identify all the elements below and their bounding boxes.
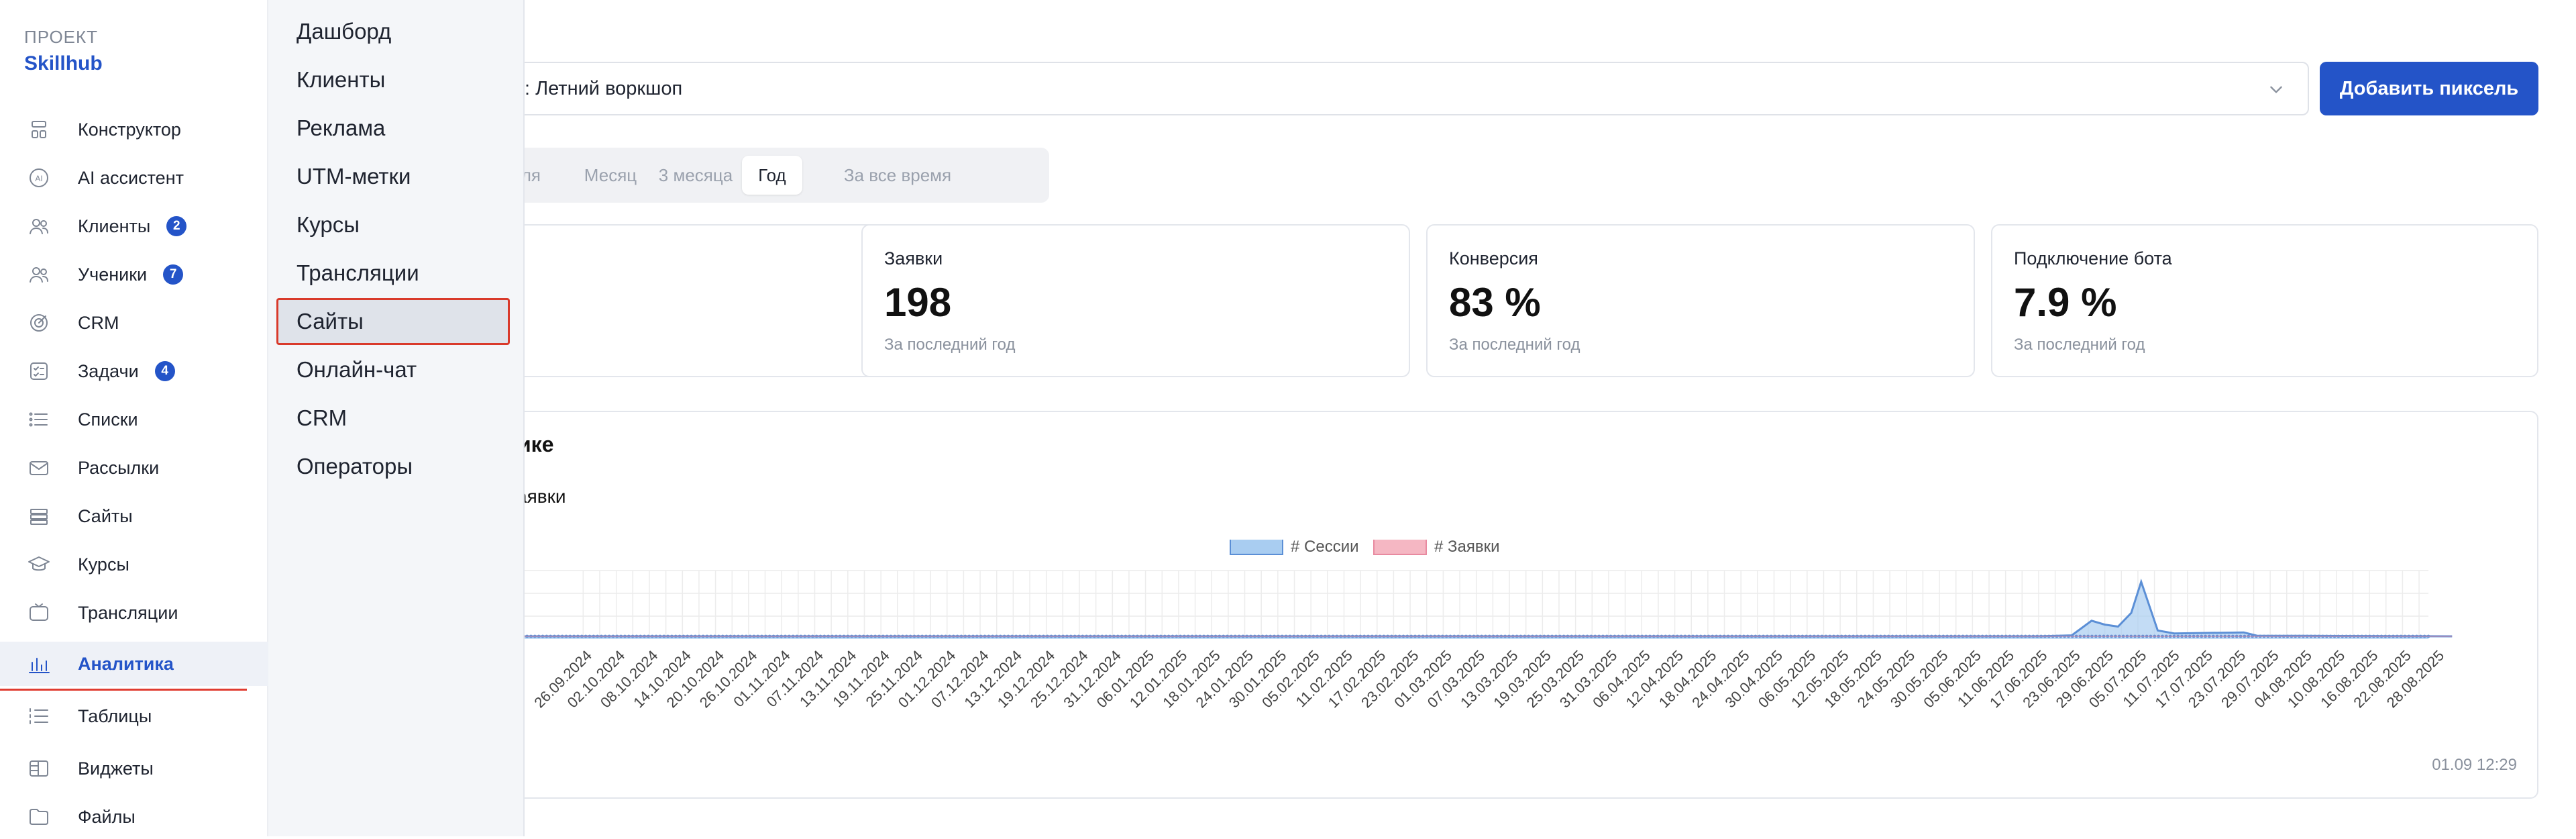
- submenu-item[interactable]: Дашборд: [297, 19, 392, 44]
- legend-label: # Сессии: [1291, 540, 1359, 556]
- sidebar-item-label: CRM: [78, 312, 119, 333]
- stat-card-value: 198: [884, 280, 952, 325]
- stat-card-value: 83 %: [1449, 280, 1541, 325]
- legend-swatch: [1230, 540, 1283, 555]
- sidebar-item-label: Сайты: [78, 505, 133, 526]
- count-badge: 4: [154, 361, 175, 381]
- active-item-underline: [0, 689, 247, 691]
- period-option[interactable]: Месяц: [584, 165, 637, 185]
- widgets-icon: [27, 756, 51, 781]
- sessions-area: [472, 581, 2453, 639]
- legend-swatch: [1373, 540, 1427, 555]
- chart-timestamp: 01.09 12:29: [2432, 756, 2517, 774]
- sidebar-item-label: Конструктор: [78, 119, 181, 140]
- analytics-icon: [27, 652, 51, 676]
- sidebar-item-label: Рассылки: [78, 457, 160, 478]
- chart-card: фике аявки # Сессии # Заявки 26.09.2024 02.…: [471, 411, 2538, 799]
- submenu-item[interactable]: Онлайн-чат: [297, 357, 417, 382]
- sidebar-item-label: Клиенты: [78, 215, 151, 236]
- sessions-chart: # Сессии # Заявки26.09.202402.10.202408.1…: [472, 540, 2453, 711]
- sites-icon: [27, 504, 51, 528]
- sidebar-item-constructor[interactable]: Конструктор: [0, 107, 268, 152]
- sidebar-item-sites[interactable]: Сайты: [0, 494, 268, 538]
- list-icon: [27, 407, 51, 432]
- add-pixel-button[interactable]: Добавить пиксель: [2320, 62, 2538, 115]
- stat-card-title: Подключение бота: [2014, 248, 2172, 268]
- sidebar-item-widgets[interactable]: Виджеты: [0, 746, 268, 791]
- sidebar-item-label: Списки: [78, 409, 138, 430]
- project-name[interactable]: Skillhub: [24, 52, 103, 75]
- submenu-item[interactable]: Курсы: [297, 212, 360, 237]
- submenu-item[interactable]: Сайты: [276, 298, 510, 345]
- project-label: ПРОЕКТ: [24, 27, 99, 47]
- sidebar-item-students[interactable]: Ученики 7: [0, 252, 268, 297]
- sidebar-item-users[interactable]: Клиенты 2: [0, 204, 268, 248]
- sidebar-item-label: Ученики: [78, 264, 148, 285]
- ai-icon: AI: [27, 166, 51, 190]
- sidebar-item-tables[interactable]: Таблицы: [0, 694, 268, 738]
- sidebar-item-label: Таблицы: [78, 705, 152, 726]
- svg-text:AI: AI: [35, 174, 42, 183]
- sidebar-item-crm[interactable]: CRM: [0, 301, 268, 345]
- period-option[interactable]: За все время: [843, 165, 952, 185]
- submenu-item[interactable]: Операторы: [297, 454, 413, 479]
- tables-icon: [27, 704, 51, 728]
- analytics-submenu: Дашборд Клиенты Реклама UTM-метки Курсы Транс…: [268, 0, 525, 836]
- stat-card-title: Конверсия: [1449, 248, 1538, 268]
- main-content: : Летний воркшоп Добавить пиксель деляМе…: [471, 0, 2576, 836]
- stat-card-sub: За последний год: [2014, 336, 2145, 354]
- sidebar-item-broadcast[interactable]: Трансляции: [0, 591, 268, 635]
- submenu-item[interactable]: UTM-метки: [297, 164, 411, 189]
- submenu-item[interactable]: Трансляции: [297, 260, 419, 285]
- count-badge: 2: [166, 216, 187, 236]
- page-select[interactable]: : Летний воркшоп: [471, 62, 2309, 115]
- users-icon: [27, 214, 51, 238]
- sidebar-item-label: Задачи: [78, 360, 139, 381]
- main-sidebar: ПРОЕКТ Skillhub Конструктор AI AI ассистен…: [0, 0, 268, 836]
- stat-card: Заявки 198 За последний год: [861, 224, 1410, 377]
- mail-icon: [27, 456, 51, 480]
- sidebar-item-analytics[interactable]: Аналитика: [0, 642, 268, 686]
- crm-icon: [27, 311, 51, 335]
- stat-card: Конверсия 83 % За последний год: [1426, 224, 1975, 377]
- sidebar-item-label: AI ассистент: [78, 167, 184, 188]
- stat-card-sub: За последний год: [884, 336, 1016, 354]
- sidebar-item-mail[interactable]: Рассылки: [0, 446, 268, 490]
- chevron-down-icon: [2267, 81, 2285, 98]
- sidebar-item-label: Виджеты: [78, 758, 154, 779]
- sidebar-item-courses[interactable]: Курсы: [0, 542, 268, 587]
- stat-card-title: Заявки: [884, 248, 943, 268]
- sidebar-item-label: Файлы: [78, 806, 136, 827]
- period-option[interactable]: Год: [742, 156, 802, 195]
- sidebar-item-label: Аналитика: [78, 653, 174, 674]
- chart-subtitle: аявки: [517, 486, 566, 507]
- stat-card: Подключение бота 7.9 % За последний год: [1991, 224, 2538, 377]
- sidebar-item-label: Трансляции: [78, 602, 178, 623]
- page-select-value: : Летний воркшоп: [525, 78, 683, 99]
- submenu-item[interactable]: Клиенты: [297, 67, 386, 92]
- sidebar-item-list[interactable]: Списки: [0, 397, 268, 442]
- submenu-item[interactable]: CRM: [297, 405, 347, 430]
- sidebar-item-label: Курсы: [78, 554, 129, 575]
- tasks-icon: [27, 359, 51, 383]
- students-icon: [27, 262, 51, 287]
- sidebar-item-files[interactable]: Файлы: [0, 795, 268, 839]
- sidebar-item-ai[interactable]: AI AI ассистент: [0, 156, 268, 200]
- period-option[interactable]: 3 месяца: [658, 165, 733, 185]
- count-badge: 7: [163, 264, 184, 285]
- legend-label: # Заявки: [1434, 540, 1500, 556]
- submenu-item[interactable]: Реклама: [297, 115, 386, 140]
- sidebar-item-tasks[interactable]: Задачи 4: [0, 349, 268, 393]
- courses-icon: [27, 552, 51, 577]
- stat-card-sub: За последний год: [1449, 336, 1580, 354]
- stat-card-value: 7.9 %: [2014, 280, 2117, 325]
- files-icon: [27, 805, 51, 829]
- constructor-icon: [27, 117, 51, 142]
- broadcast-icon: [27, 601, 51, 625]
